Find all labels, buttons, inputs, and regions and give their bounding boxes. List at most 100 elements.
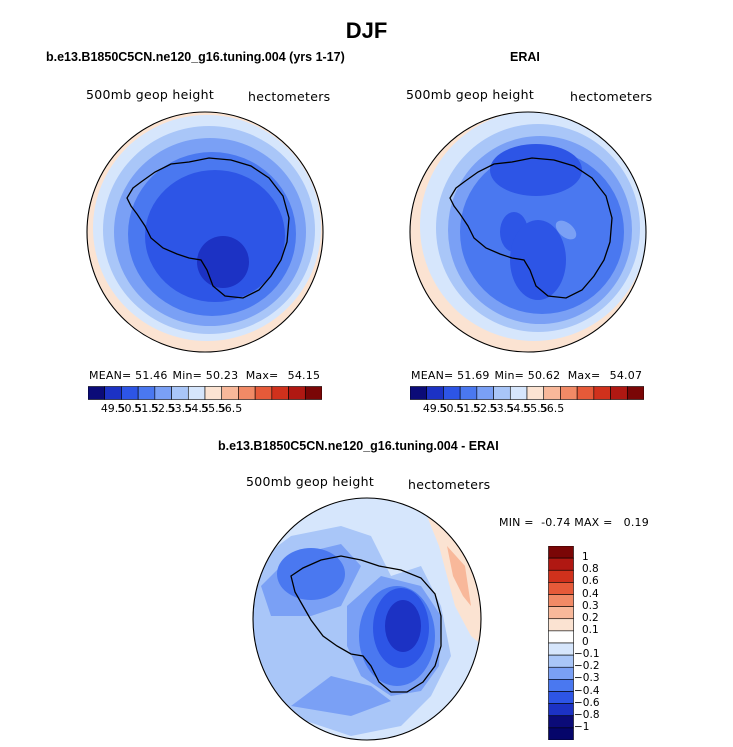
panel3-colorbar-box-1 [548,557,574,571]
panel3-min-label: MIN = [499,516,534,529]
panel1-stats: MEAN= 51.46 Min= 50.23 Max= 54.15 [89,369,320,382]
panel2-contour-fill [410,112,646,352]
panel1-colorbar-tick-4: 53.5 [167,402,193,415]
panel3-colorbar-tick-13: −0.8 [574,708,600,721]
panel1-colorbar-tick-6: 55.5 [201,402,226,415]
panel1-colorbar-tick-5: 54.5 [184,402,209,415]
panel2-units-label: hectometers [570,89,653,104]
panel3-map-border [252,497,482,741]
figure-title: DJF [345,18,388,43]
panel1-colorbar-box-3 [137,386,156,400]
panel3-colorbar-tick-9: −0.2 [574,660,600,673]
panel1-map-border [86,111,324,353]
panel3-max-value: 0.19 [623,516,649,529]
panel3-colorbar-box-12 [548,691,574,704]
panel1-colorbar-box-4 [154,386,172,400]
panel3-colorbar-box-10 [548,666,574,680]
panel1-colorbar-tick-3: 52.5 [150,402,176,415]
panel1-contour-fill [87,112,323,352]
panel3-colorbar-tick-8: −0.1 [574,648,600,661]
panel1-colorbar-box-2 [121,386,139,400]
panel3-polar-map [252,497,482,741]
panel1-mean-label: MEAN= [89,369,132,382]
panel3-colorbar-tick-14: −1 [574,720,590,733]
panel1-colorbar-box-12 [288,386,306,400]
panel3-colorbar-box-0 [548,546,574,559]
panel1-min-label: Min= [172,369,203,382]
panel1-colorbar-box-13 [304,386,322,400]
panel3-colorbar-box-7 [548,630,574,644]
panel3-colorbar-tick-10: −0.3 [574,672,600,685]
panel3-colorbar-tick-12: −0.6 [574,696,600,709]
panel1-colorbar-box-8 [221,386,239,400]
panel3-colorbar-box-15 [548,727,574,740]
panel3-colorbar-box-11 [548,679,574,692]
panel2-colorbar [410,386,644,400]
panel1-title: b.e13.B1850C5CN.ne120_g16.tuning.004 (yr… [46,50,345,64]
panel2-polar-map [409,111,647,353]
panel2-colorbar-box-2 [443,386,461,400]
panel1-colorbar-tick-2: 51.5 [134,402,159,415]
panel1-colorbar-box-9 [238,386,256,400]
panel2-colorbar-tick-0: 49.5 [422,402,448,415]
panel1-max-value: 54.15 [287,369,321,382]
panel3-colorbar-box-5 [548,606,574,620]
panel3-variable-label: 500mb geop height [246,474,375,489]
panel2-colorbar-box-12 [610,386,628,400]
panel2-max-label: Max= [567,369,601,382]
panel2-colorbar-tick-1: 50.5 [439,402,465,415]
panel2-colorbar-tick-2: 51.5 [456,402,481,415]
panel2-colorbar-ticks: 49.5 50.5 51.5 52.5 53.5 54.5 55.5 56.5 [410,402,644,418]
panel2-max-value: 54.07 [609,369,643,382]
panel3-contour-fill [253,498,481,740]
panel1-colorbar-ticks: 49.5 50.5 51.5 52.5 53.5 54.5 55.5 56.5 [88,402,322,418]
panel3-colorbar-tick-5: 0.2 [582,611,599,624]
panel3-colorbar-box-6 [548,618,574,632]
panel2-colorbar-box-5 [493,386,511,400]
panel1-colorbar-tick-1: 50.5 [117,402,143,415]
panel3-colorbar-tick-6: 0.1 [582,623,599,636]
panel1-colorbar-box-5 [171,386,189,400]
panel2-colorbar-box-8 [543,386,561,400]
panel3-colorbar-box-2 [548,569,574,583]
panel3-max-label: MAX = [574,516,613,529]
panel3-colorbar-box-13 [548,703,574,717]
panel1-min-value: 50.23 [205,369,239,382]
panel2-colorbar-box-1 [426,386,444,400]
panel1-max-label: Max= [245,369,279,382]
panel3-colorbar-tick-1: 0.8 [582,563,599,576]
panel2-map-border [409,111,647,353]
panel3-units-label: hectometers [408,477,491,492]
panel2-colorbar-tick-5: 54.5 [506,402,531,415]
panel1-colorbar-box-11 [271,386,289,400]
panel3-title: b.e13.B1850C5CN.ne120_g16.tuning.004 - E… [218,439,499,453]
panel1-colorbar-tick-0: 49.5 [100,402,126,415]
panel1-variable-label: 500mb geop height [86,87,215,102]
panel2-title: ERAI [510,50,540,64]
panel3-colorbar-box-8 [548,642,574,656]
panel3-colorbar-box-14 [548,715,574,729]
panel2-mean-label: MEAN= [411,369,454,382]
panel1-colorbar-box-0 [88,386,106,400]
panel1-colorbar-box-1 [104,386,122,400]
panel1-colorbar-box-6 [187,386,206,400]
panel2-colorbar-box-7 [526,386,545,400]
panel3-colorbar [548,546,574,740]
panel1-colorbar-box-10 [254,386,273,400]
panel2-colorbar-box-13 [626,386,644,400]
panel2-colorbar-box-4 [476,386,494,400]
panel2-colorbar-box-0 [410,386,428,400]
panel2-colorbar-tick-7: 56.5 [539,402,565,415]
panel2-colorbar-box-10 [576,386,595,400]
panel1-units-label: hectometers [248,89,331,104]
panel2-colorbar-tick-6: 55.5 [523,402,548,415]
panel1-colorbar [88,386,322,400]
panel3-colorbar-tick-4: 0.3 [582,599,599,612]
panel3-colorbar-tick-7: 0 [582,636,589,648]
panel2-colorbar-box-9 [560,386,578,400]
panel2-colorbar-box-6 [509,386,528,400]
panel1-colorbar-box-7 [204,386,223,400]
panel2-coastline [449,157,613,299]
panel2-colorbar-box-3 [459,386,478,400]
panel3-colorbar-tick-0: 1 [582,551,589,564]
